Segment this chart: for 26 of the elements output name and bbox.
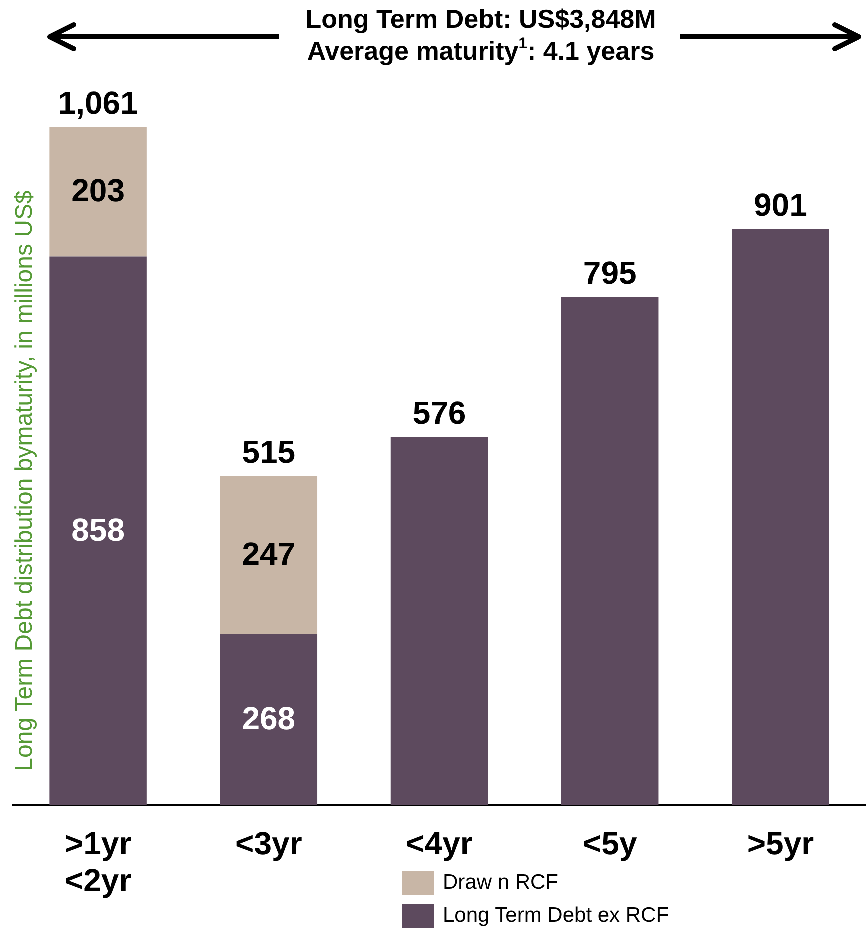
chart-title: Long Term Debt: US$3,848M xyxy=(304,3,658,35)
chart-subtitle: Average maturity$^{1}$: 4.1 years xyxy=(306,35,656,67)
data-label: 247 xyxy=(242,536,296,572)
total-label: 901 xyxy=(754,187,808,224)
bar xyxy=(732,229,830,806)
x-tick-label: >5yr xyxy=(747,826,814,862)
legend-label: Draw n RCF xyxy=(443,871,559,894)
bar xyxy=(561,297,659,806)
bar xyxy=(220,634,318,806)
data-label: 858 xyxy=(72,512,125,548)
total-label: 1,061 xyxy=(58,84,138,121)
x-tick-label: <5y xyxy=(582,826,638,862)
data-label: 203 xyxy=(72,172,125,209)
total-label: 795 xyxy=(583,254,637,291)
data-label: 268 xyxy=(242,700,296,737)
total-label: 576 xyxy=(412,394,466,431)
bar xyxy=(390,437,488,806)
total-label: 515 xyxy=(242,434,296,470)
legend-label: Long Term Debt ex RCF xyxy=(443,904,670,927)
x-tick-label: <3yr xyxy=(236,826,302,862)
x-tick-label: <4yr xyxy=(406,826,473,862)
bar xyxy=(50,127,147,257)
bar xyxy=(50,256,147,806)
x-tick-label: >1yr <2yr xyxy=(64,826,132,898)
y-axis-title: Long Term Debt distribution bymaturity, in millions US$ xyxy=(10,190,38,772)
bar xyxy=(220,476,318,634)
